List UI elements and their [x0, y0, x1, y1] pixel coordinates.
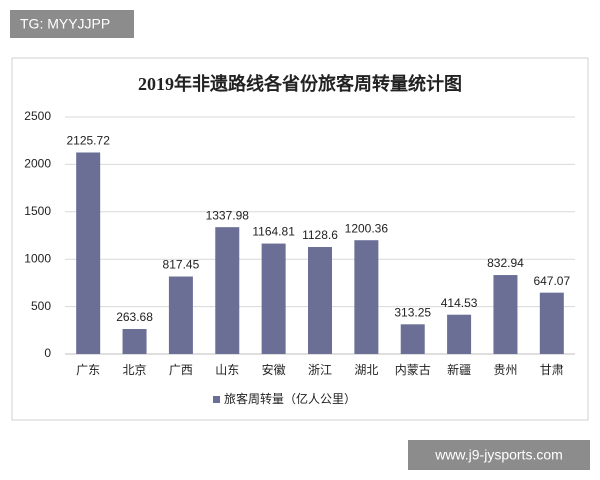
bar	[539, 292, 564, 354]
value-label: 263.68	[116, 310, 153, 324]
bar	[447, 314, 472, 354]
legend-label: 旅客周转量（亿人公里）	[224, 391, 356, 406]
watermark-box	[408, 440, 590, 470]
chart-frame	[11, 57, 589, 421]
bar	[261, 243, 286, 354]
x-tick-label: 安徽	[262, 362, 286, 377]
x-tick-label: 浙江	[308, 363, 332, 377]
bar	[308, 247, 332, 354]
x-tick-label: 甘肃	[540, 363, 564, 377]
bar	[76, 152, 101, 354]
value-label: 1337.98	[206, 208, 250, 222]
bar	[493, 275, 518, 354]
y-tick-label: 500	[31, 299, 51, 313]
bar	[168, 276, 193, 354]
y-tick-label: 1000	[24, 251, 51, 265]
x-tick-label: 湖北	[354, 362, 378, 377]
watermark: www.j9-jysports.com	[434, 447, 563, 463]
x-tick-label: 广西	[169, 363, 193, 377]
value-label: 1128.6	[302, 228, 338, 242]
x-tick-label: 广东	[76, 363, 100, 377]
watermark: TG: MYYJJPP	[20, 16, 110, 32]
y-tick-label: 1500	[24, 204, 51, 218]
chart-title: 2019年非遗路线各省份旅客周转量统计图	[138, 73, 462, 94]
x-tick-label: 新疆	[447, 362, 471, 377]
value-label: 832.94	[487, 256, 524, 270]
value-label: 313.25	[394, 305, 431, 319]
value-label: 1200.36	[345, 221, 389, 235]
value-label: 2125.72	[66, 134, 110, 148]
x-tick-label: 北京	[123, 363, 147, 377]
x-tick-label: 山东	[215, 363, 239, 377]
watermark-box	[10, 10, 134, 38]
y-tick-label: 2500	[24, 109, 51, 123]
bar	[354, 240, 379, 354]
bar	[215, 227, 240, 354]
x-tick-label: 内蒙古	[395, 362, 431, 377]
y-tick-label: 0	[44, 346, 51, 360]
value-label: 414.53	[441, 296, 478, 310]
legend-swatch	[213, 396, 220, 403]
x-tick-label: 贵州	[493, 363, 517, 377]
bar	[122, 329, 147, 354]
value-label: 817.45	[163, 258, 200, 272]
value-label: 647.07	[533, 274, 570, 288]
value-label: 1164.81	[252, 225, 295, 239]
bar	[400, 324, 425, 354]
y-tick-label: 2000	[24, 157, 51, 171]
